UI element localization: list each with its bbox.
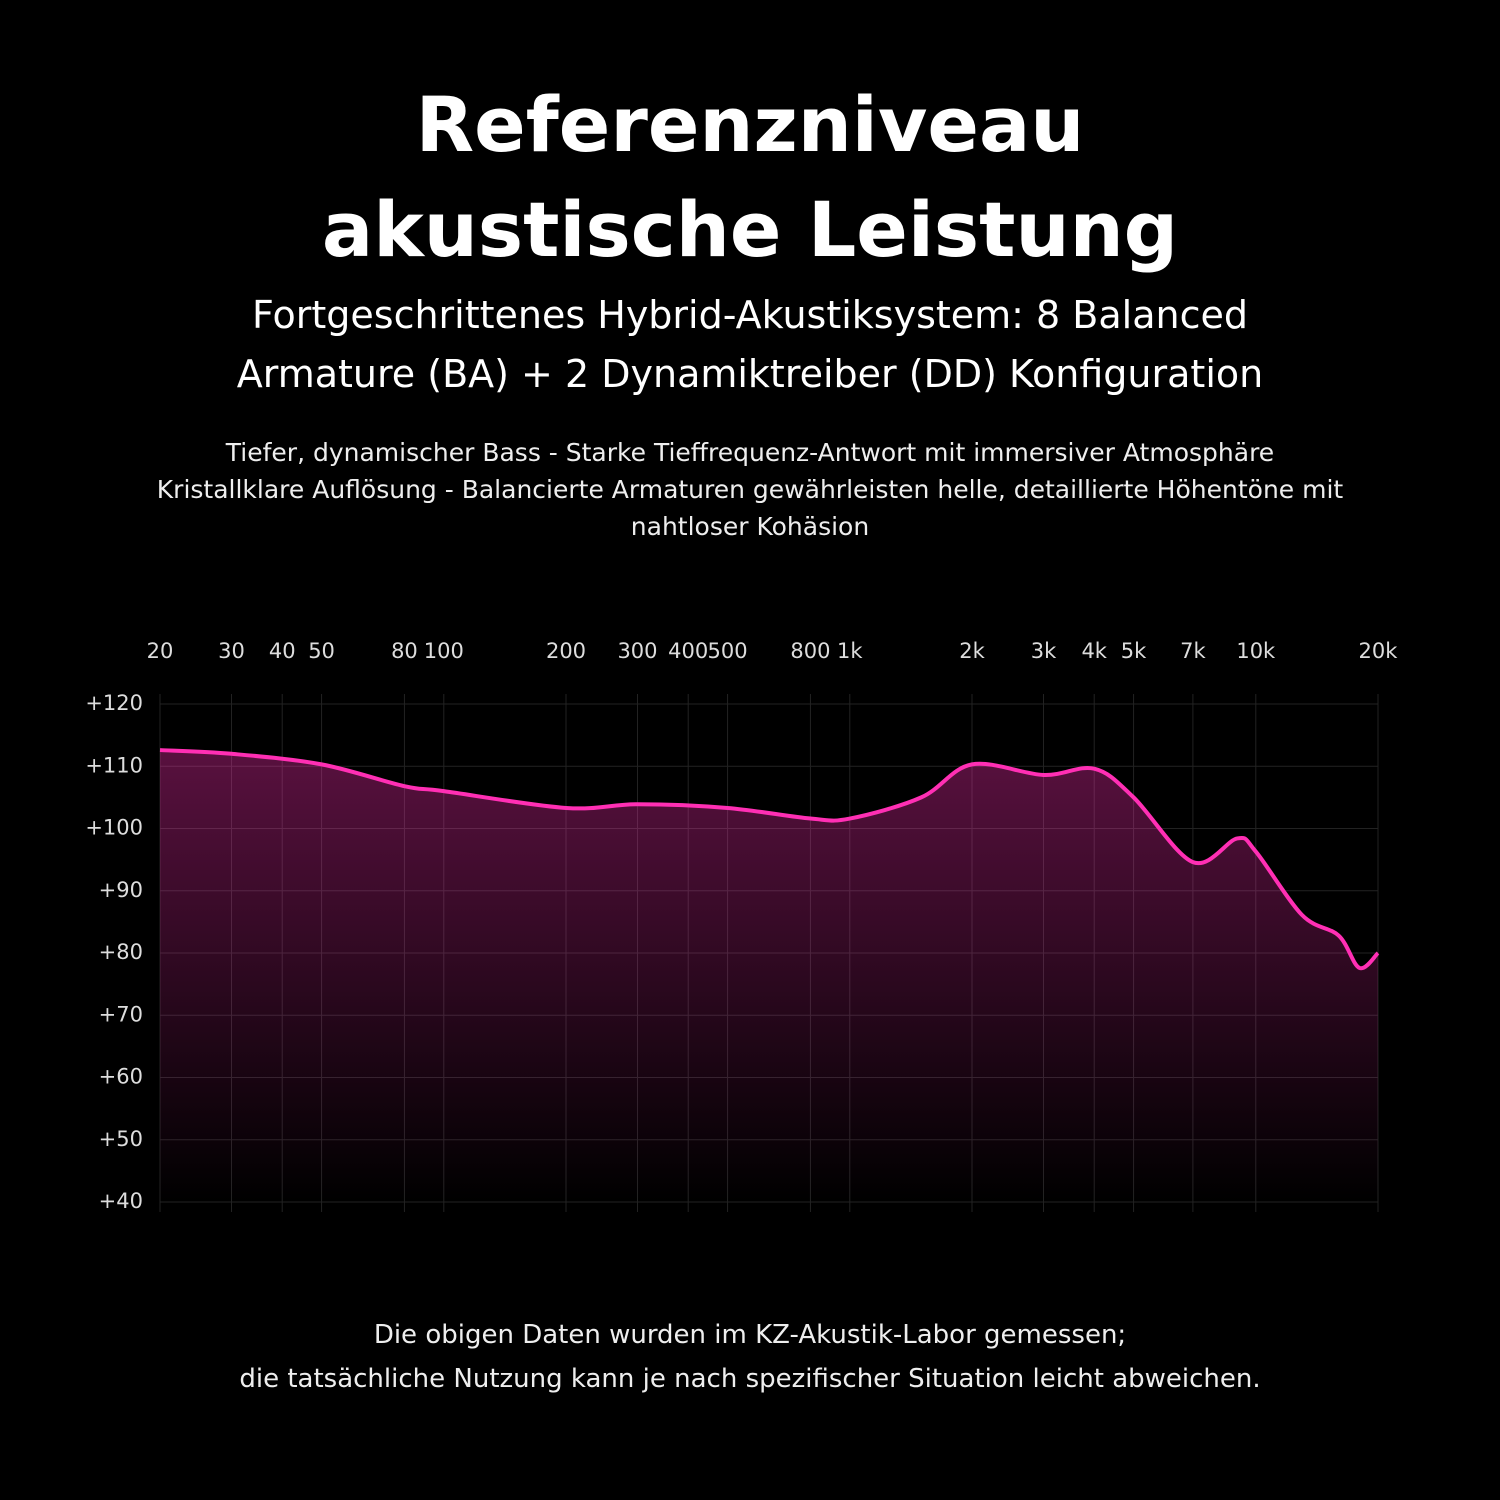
chart: 20 30 40 50 80 100 200 300 400 500 800 1k 2k 3k 4k 5k 7k…	[85, 639, 1399, 1213]
footnote: Die obigen Daten wurden im KZ-Akustik-La…	[373, 1320, 1127, 1350]
x-tick-label: 4k	[1081, 639, 1107, 663]
x-tick-label: 10k	[1236, 639, 1276, 663]
x-tick-label: 20k	[1359, 639, 1399, 663]
x-tick-label: 300	[617, 639, 657, 663]
x-tick-label: 500	[708, 639, 748, 663]
title: Referenzniveau	[415, 80, 1085, 169]
y-tick-label: +60	[99, 1065, 143, 1089]
description: nahtloser Kohäsion	[630, 512, 870, 541]
x-tick-label: 80	[391, 639, 418, 663]
y-tick-label: +90	[99, 878, 143, 902]
description: Tiefer, dynamischer Bass - Starke Tieffr…	[225, 438, 1275, 467]
y-tick-label: +40	[99, 1189, 143, 1213]
y-tick-label: +100	[85, 816, 143, 840]
subtitle: Fortgeschrittenes Hybrid-Akustiksystem: …	[252, 293, 1248, 337]
footnote: die tatsächliche Nutzung kann je nach sp…	[239, 1364, 1261, 1394]
x-tick-label: 2k	[959, 639, 985, 663]
x-tick-label: 20	[147, 639, 174, 663]
x-tick-label: 50	[308, 639, 335, 663]
x-tick-label: 200	[546, 639, 586, 663]
x-tick-label: 100	[424, 639, 464, 663]
response-line	[159, 748, 1380, 971]
description: Kristallklare Auflösung - Balancierte Ar…	[156, 475, 1344, 504]
y-tick-label: +80	[99, 940, 143, 964]
x-tick-label: 30	[218, 639, 245, 663]
x-tick-label: 3k	[1031, 639, 1057, 663]
y-tick-label: +50	[99, 1127, 143, 1151]
x-tick-label: 40	[269, 639, 296, 663]
area-fill	[160, 750, 1378, 1202]
x-tick-label: 400	[668, 639, 708, 663]
y-tick-label: +110	[85, 753, 143, 777]
x-tick-label: 800	[790, 639, 830, 663]
y-tick-label: +120	[85, 691, 143, 715]
x-tick-label: 7k	[1180, 639, 1206, 663]
subtitle: Armature (BA) + 2 Dynamiktreiber (DD) Ko…	[236, 352, 1264, 396]
y-tick-label: +70	[99, 1002, 143, 1026]
x-tick-label: 1k	[837, 639, 863, 663]
title: akustische Leistung	[321, 185, 1179, 274]
x-tick-label: 5k	[1121, 639, 1147, 663]
